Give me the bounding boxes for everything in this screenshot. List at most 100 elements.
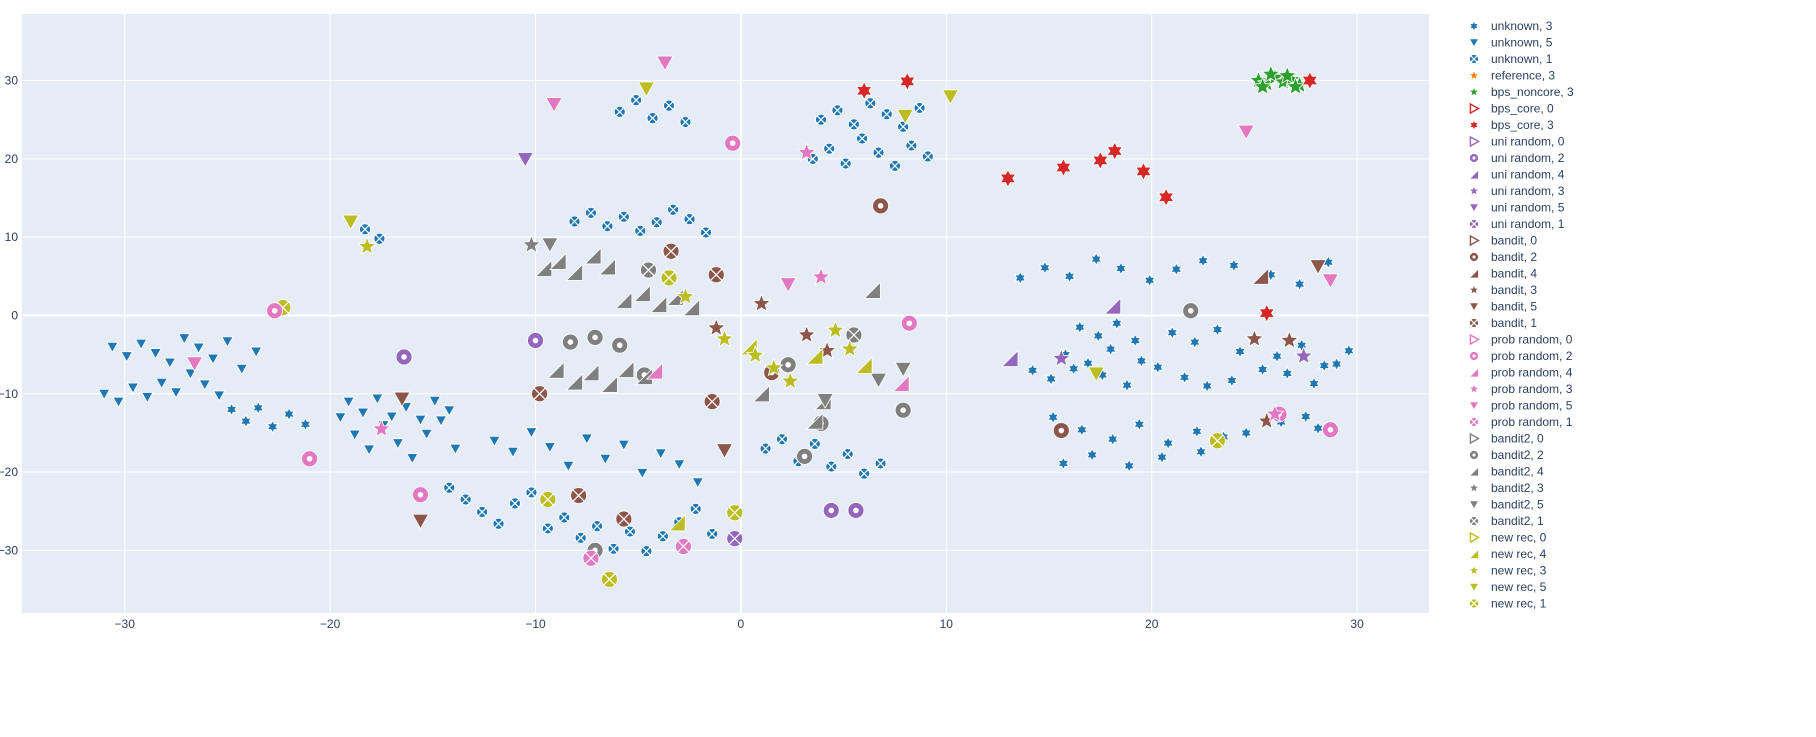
legend-item-unknown-5[interactable]: unknown, 5	[1468, 36, 1553, 50]
point-unknown-3	[1227, 258, 1240, 273]
legend-item-prob-random-0[interactable]: prob random, 0	[1469, 333, 1573, 347]
legend-label: uni random, 0	[1491, 135, 1565, 149]
legend-item-prob-random-2[interactable]: prob random, 2	[1469, 349, 1573, 363]
point-unknown-5	[134, 338, 148, 350]
point-unknown-5	[249, 346, 263, 358]
legend-item-uni-random-3[interactable]: uni random, 3	[1468, 184, 1565, 198]
legend-item-bps-noncore-3[interactable]: bps_noncore, 3	[1468, 85, 1574, 99]
legend-item-bandit-1[interactable]: bandit, 1	[1469, 316, 1538, 330]
legend-item-bandit-4[interactable]: bandit, 4	[1468, 267, 1538, 281]
legend-item-bandit2-5[interactable]: bandit2, 5	[1468, 498, 1545, 512]
point-prob-random-2	[1322, 421, 1339, 439]
legend-item-uni-random-0[interactable]: uni random, 0	[1469, 135, 1565, 149]
point-unknown-1	[574, 531, 587, 544]
x-tick-label: −10	[525, 617, 546, 631]
point-unknown-1	[591, 520, 604, 532]
legend-item-unknown-3[interactable]: unknown, 3	[1468, 19, 1553, 33]
point-bps-noncore-3	[1285, 76, 1306, 96]
legend-item-bps-core-3[interactable]: bps_core, 3	[1468, 118, 1554, 132]
legend[interactable]: unknown, 3 unknown, 5 unknown, 1 reference,…	[1468, 19, 1574, 611]
legend-item-bandit-5[interactable]: bandit, 5	[1468, 300, 1538, 314]
point-prob-random-2	[301, 450, 318, 468]
point-bandit2-4	[547, 361, 565, 379]
point-unknown-3	[1082, 356, 1095, 371]
point-unknown-3	[1342, 343, 1355, 358]
point-new-rec-5	[637, 81, 656, 98]
point-prob-random-2	[900, 314, 918, 332]
point-unknown-1	[476, 506, 488, 518]
legend-item-reference-3[interactable]: reference, 3	[1468, 69, 1555, 83]
legend-label: bps_core, 0	[1491, 102, 1554, 116]
legend-item-bandit-2[interactable]: bandit, 2	[1469, 250, 1538, 264]
legend-item-bandit2-2[interactable]: bandit2, 2	[1469, 448, 1545, 462]
legend-label: uni random, 3	[1491, 184, 1565, 198]
legend-label: prob random, 0	[1491, 333, 1573, 347]
point-new-rec-5	[341, 214, 360, 231]
legend-item-new-rec-5[interactable]: new rec, 5	[1468, 580, 1547, 594]
legend-item-prob-random-5[interactable]: prob random, 5	[1468, 399, 1573, 413]
legend-item-prob-random-3[interactable]: prob random, 3	[1468, 382, 1573, 396]
legend-item-new-rec-3[interactable]: new rec, 3	[1468, 564, 1547, 578]
point-prob-random-5	[1237, 124, 1255, 141]
point-bandit-5	[411, 513, 430, 530]
y-tick-label: −30	[0, 543, 18, 557]
legend-item-bandit2-0[interactable]: bandit2, 0	[1469, 432, 1544, 446]
point-new-rec-5	[1087, 366, 1105, 383]
legend-item-new-rec-0[interactable]: new rec, 0	[1469, 531, 1547, 545]
legend-marker-bandit-3	[1468, 283, 1480, 296]
point-unknown-1	[858, 467, 871, 480]
legend-item-new-rec-1[interactable]: new rec, 1	[1469, 597, 1547, 611]
point-unknown-3	[1073, 320, 1086, 335]
point-unknown-5	[163, 357, 177, 369]
legend-item-uni-random-1[interactable]: uni random, 1	[1469, 217, 1565, 231]
point-unknown-3	[1234, 344, 1247, 359]
point-new-rec-3	[357, 236, 377, 255]
point-bandit2-2	[894, 401, 912, 419]
point-unknown-5	[525, 427, 538, 439]
point-bandit2-2	[796, 447, 813, 465]
legend-label: bandit, 1	[1491, 316, 1537, 330]
point-unknown-1	[815, 113, 827, 126]
y-tick-label: −10	[0, 387, 18, 401]
legend-item-uni-random-5[interactable]: uni random, 5	[1468, 201, 1565, 215]
point-bandit-3	[796, 324, 817, 344]
legend-item-bandit2-4[interactable]: bandit2, 4	[1468, 465, 1545, 479]
y-tick-label: −20	[0, 465, 18, 479]
point-unknown-3	[1143, 273, 1156, 288]
point-prob-random-3	[811, 266, 831, 286]
point-unknown-1	[913, 102, 926, 114]
point-unknown-3	[1057, 456, 1070, 471]
legend-item-uni-random-2[interactable]: uni random, 2	[1469, 151, 1565, 165]
point-prob-random-3	[1265, 403, 1285, 423]
legend-item-bandit-0[interactable]: bandit, 0	[1469, 234, 1537, 248]
point-bps-core-3	[855, 81, 873, 101]
point-bandit2-4	[805, 412, 824, 430]
point-unknown-1	[921, 150, 934, 163]
point-unknown-1	[509, 497, 521, 510]
legend-marker-uni-random-3	[1468, 184, 1480, 197]
point-unknown-3	[1312, 421, 1325, 436]
legend-item-bandit-3[interactable]: bandit, 3	[1468, 283, 1537, 297]
legend-item-prob-random-1[interactable]: prob random, 1	[1469, 415, 1573, 429]
legend-item-unknown-1[interactable]: unknown, 1	[1469, 52, 1553, 66]
legend-marker-unknown-5	[1468, 38, 1480, 48]
legend-item-new-rec-4[interactable]: new rec, 4	[1468, 547, 1547, 561]
point-unknown-5	[342, 396, 355, 408]
point-unknown-3	[1166, 325, 1179, 340]
point-uni-random-4	[1001, 349, 1019, 367]
legend-item-prob-random-4[interactable]: prob random, 4	[1468, 366, 1573, 380]
point-unknown-1	[607, 542, 620, 555]
legend-item-uni-random-4[interactable]: uni random, 4	[1468, 168, 1565, 182]
point-unknown-1	[872, 146, 885, 159]
legend-item-bandit2-3[interactable]: bandit2, 3	[1468, 481, 1544, 495]
point-unknown-1	[889, 160, 901, 172]
point-uni-random-5	[516, 152, 534, 168]
point-unknown-1	[683, 213, 696, 226]
point-unknown-1	[825, 460, 838, 473]
point-unknown-3	[1026, 363, 1039, 378]
legend-item-bandit2-1[interactable]: bandit2, 1	[1469, 514, 1545, 528]
point-uni-random-2	[822, 502, 840, 519]
legend-item-bps-core-0[interactable]: bps_core, 0	[1469, 102, 1554, 116]
point-bandit2-4	[549, 252, 567, 270]
point-unknown-1	[847, 118, 860, 131]
